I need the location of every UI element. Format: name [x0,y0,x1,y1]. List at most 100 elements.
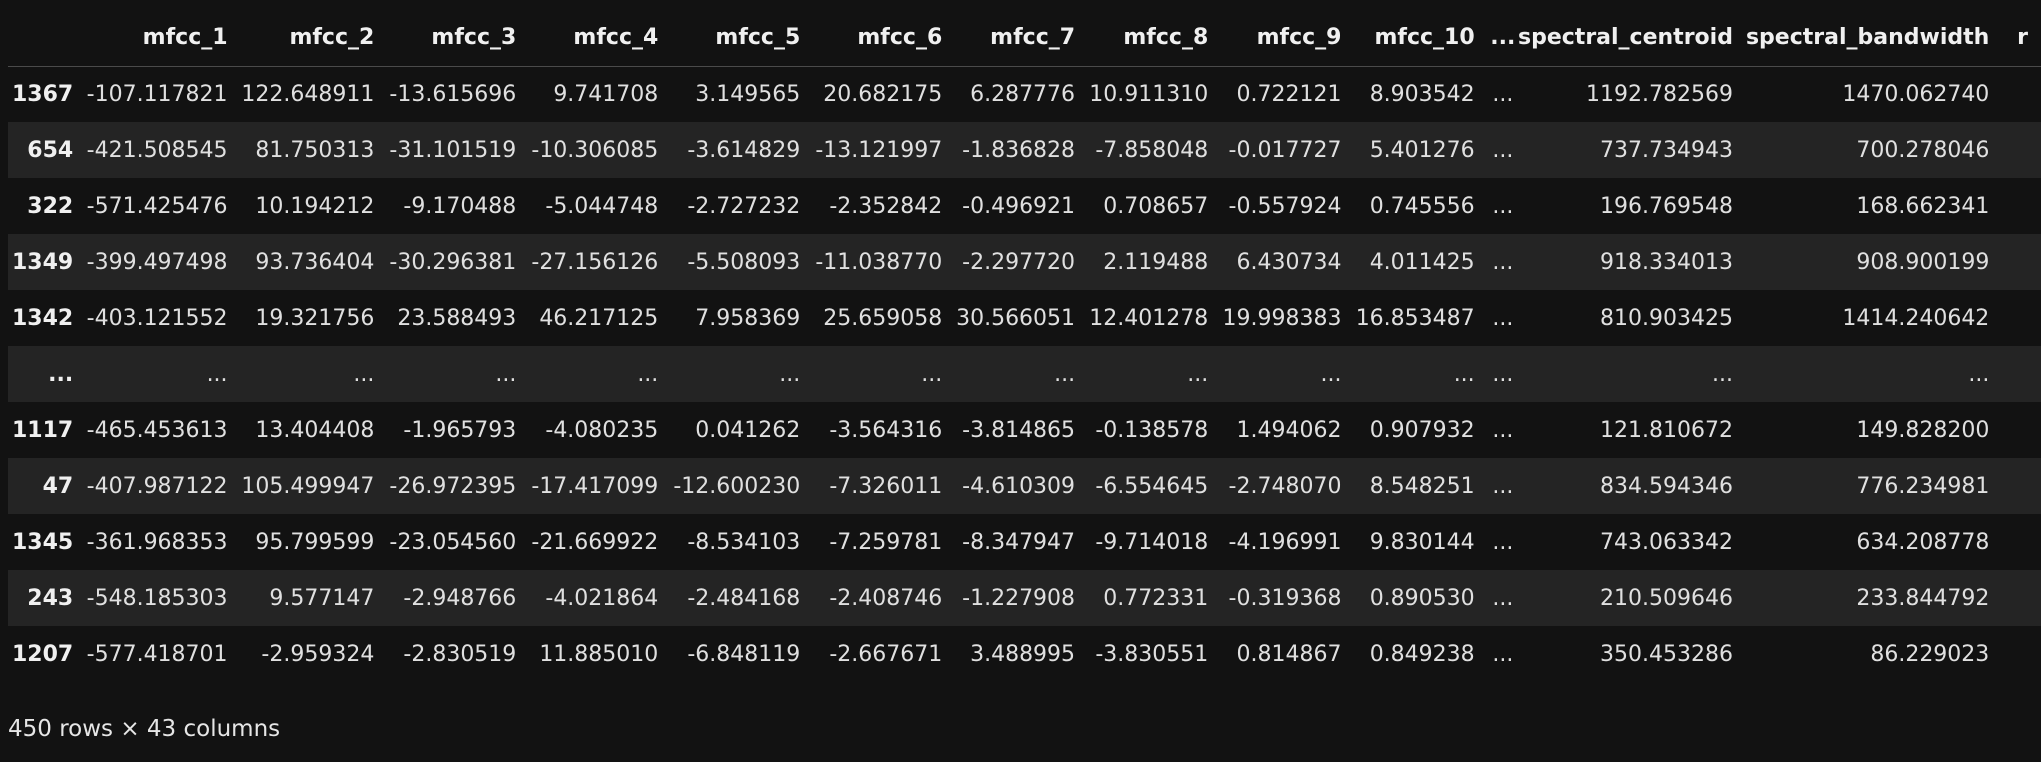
table-cell: -26.972395 [389,473,517,499]
table-cell: 25.659058 [823,305,943,331]
table-cell: -7.326011 [829,473,943,499]
table-cell: 0.849238 [1369,641,1475,667]
table-cell: 776.234981 [1856,473,1990,499]
table-row: 1207 -577.418701 -2.959324 -2.830519 11.8850… [8,626,2041,682]
table-cell: -17.417099 [531,473,659,499]
table-cell: -4.196991 [1228,529,1342,555]
table-cell: -1.227908 [962,585,1076,611]
table-cell: -21.669922 [531,529,659,555]
table-cell: ... [353,361,375,387]
table-cell: ... [637,361,659,387]
table-cell [2002,626,2041,682]
table-cell: -5.044748 [545,193,659,219]
table-cell: -8.347947 [962,529,1076,555]
column-header: mfcc_9 [1221,10,1355,67]
table-cell: 46.217125 [539,305,659,331]
table-cell: 3.149565 [695,81,801,107]
table-cell: -548.185303 [86,585,228,611]
table-cell: -2.830519 [403,641,517,667]
row-index: 243 [27,585,74,611]
table-cell: -2.297720 [962,249,1076,275]
table-cell: 81.750313 [255,137,375,163]
table-cell: 19.998383 [1222,305,1342,331]
table-cell: 20.682175 [823,81,943,107]
table-cell: -361.968353 [86,529,228,555]
table-cell: 1470.062740 [1842,81,1990,107]
table-cell: -403.121552 [86,305,228,331]
table-cell: 0.041262 [695,417,801,443]
table-cell: -30.296381 [389,249,517,275]
table-cell: -421.508545 [86,137,228,163]
row-index: 1207 [11,641,74,667]
column-header: mfcc_7 [955,10,1089,67]
table-cell: 168.662341 [1856,193,1990,219]
table-cell: -577.418701 [86,641,228,667]
table-cell: -23.054560 [389,529,517,555]
table-cell: ... [495,361,517,387]
ellipsis-cell: ... [1492,361,1514,387]
row-index: 1342 [11,305,74,331]
row-index: 47 [42,473,74,499]
table-cell: 0.745556 [1369,193,1475,219]
column-header: r [2002,10,2041,67]
table-cell: -8.534103 [687,529,801,555]
table-cell [2002,234,2041,290]
table-cell: 9.741708 [553,81,659,107]
table-cell: 10.194212 [255,193,375,219]
table-cell: -9.170488 [403,193,517,219]
table-cell: -3.830551 [1095,641,1209,667]
table-cell: 6.287776 [970,81,1076,107]
table-cell: 350.453286 [1599,641,1733,667]
table-row: 1367 -107.117821 122.648911 -13.615696 9.741… [8,66,2041,122]
table-cell: -1.836828 [962,137,1076,163]
ellipsis-cell: ... [1492,473,1514,499]
table-cell: 8.548251 [1369,473,1475,499]
table-cell: ... [1968,361,1990,387]
row-index: 1349 [11,249,74,275]
table-row: 47 -407.987122 105.499947 -26.972395 -17.417… [8,458,2041,514]
table-cell: -465.453613 [86,417,228,443]
table-cell: 30.566051 [956,305,1076,331]
table-cell: 743.063342 [1599,529,1733,555]
table-cell: ... [1711,361,1733,387]
table-cell: -6.848119 [687,641,801,667]
column-header: mfcc_3 [387,10,530,67]
table-cell [2002,514,2041,570]
column-header: mfcc_10 [1354,10,1488,67]
table-cell [2002,178,2041,234]
table-row: 243 -548.185303 9.577147 -2.948766 -4.021864… [8,570,2041,626]
row-index: 1117 [11,417,74,443]
table-cell: -0.017727 [1228,137,1342,163]
column-header: spectral_centroid [1518,10,1746,67]
table-row: 1345 -361.968353 95.799599 -23.054560 -21.66… [8,514,2041,570]
table-cell: 0.814867 [1236,641,1342,667]
table-row: ........................................… [8,346,2041,402]
table-cell: 0.907932 [1369,417,1475,443]
table-cell [2002,66,2041,122]
row-index: ... [48,361,74,387]
table-cell: 0.890530 [1369,585,1475,611]
table-cell: 19.321756 [255,305,375,331]
table-cell: ... [779,361,801,387]
table-cell: 2.119488 [1103,249,1209,275]
table-cell: 7.958369 [695,305,801,331]
table-cell: -11.038770 [815,249,943,275]
table-cell: -2.484168 [687,585,801,611]
table-cell: 122.648911 [241,81,375,107]
table-cell: -107.117821 [86,81,228,107]
table-cell: 9.830144 [1369,529,1475,555]
table-cell: 634.208778 [1856,529,1990,555]
table-body: 1367 -107.117821 122.648911 -13.615696 9.741… [8,66,2041,682]
table-cell: 11.885010 [539,641,659,667]
table-cell: 5.401276 [1369,137,1475,163]
table-cell: 8.903542 [1369,81,1475,107]
table-header-row: mfcc_1 mfcc_2 mfcc_3 mfcc_4 mfcc_5 mfcc_6 mfcc… [8,10,2041,67]
table-cell: -3.564316 [829,417,943,443]
table-cell: -2.408746 [829,585,943,611]
table-cell: -3.614829 [687,137,801,163]
dataframe-table: mfcc_1 mfcc_2 mfcc_3 mfcc_4 mfcc_5 mfcc_6 mfcc… [8,10,2041,682]
table-cell: 3.488995 [970,641,1076,667]
table-cell: -13.121997 [815,137,943,163]
table-row: 1117 -465.453613 13.404408 -1.965793 -4.0802… [8,402,2041,458]
